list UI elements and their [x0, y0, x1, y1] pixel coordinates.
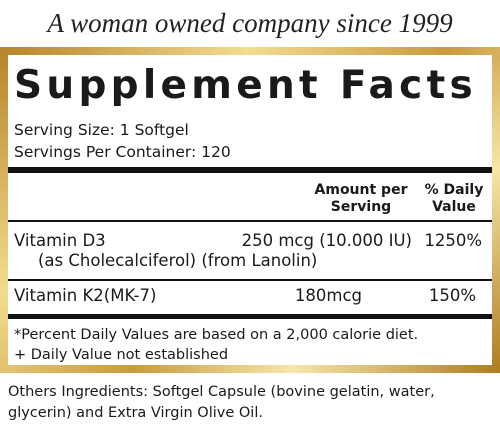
thick-rule [8, 314, 492, 319]
footnote: *Percent Daily Values are based on a 2,0… [14, 327, 419, 343]
column-header: Amount per Serving [314, 182, 408, 215]
nutrient-name: Vitamin D3 [14, 231, 106, 250]
nutrient-daily-value: 150% [428, 286, 476, 305]
facts-title: Supplement Facts [14, 63, 478, 108]
nutrient-name: Vitamin K2(MK-7) [14, 286, 157, 305]
footnote: + Daily Value not established [14, 347, 229, 363]
servings-per-container: Servings Per Container: 120 [14, 143, 231, 161]
other-ingredients: Others Ingredients: Softgel Capsule (bov… [8, 384, 435, 421]
nutrient-source: (as Cholecalciferol) (from Lanolin) [38, 251, 318, 270]
thick-rule [8, 167, 492, 173]
rule [8, 279, 492, 281]
nutrient-amount: 250 mcg (10.000 IU) [241, 231, 412, 250]
nutrient-daily-value: 1250% [424, 231, 482, 250]
serving-size: Serving Size: 1 Softgel [14, 121, 189, 139]
rule [8, 220, 492, 222]
tagline: A woman owned company since 1999 [47, 8, 453, 38]
column-header: % Daily Value [424, 182, 484, 215]
supplement-facts-panel: Supplement Facts Serving Size: 1 Softgel… [0, 47, 500, 373]
nutrient-amount: 180mcg [294, 286, 362, 305]
